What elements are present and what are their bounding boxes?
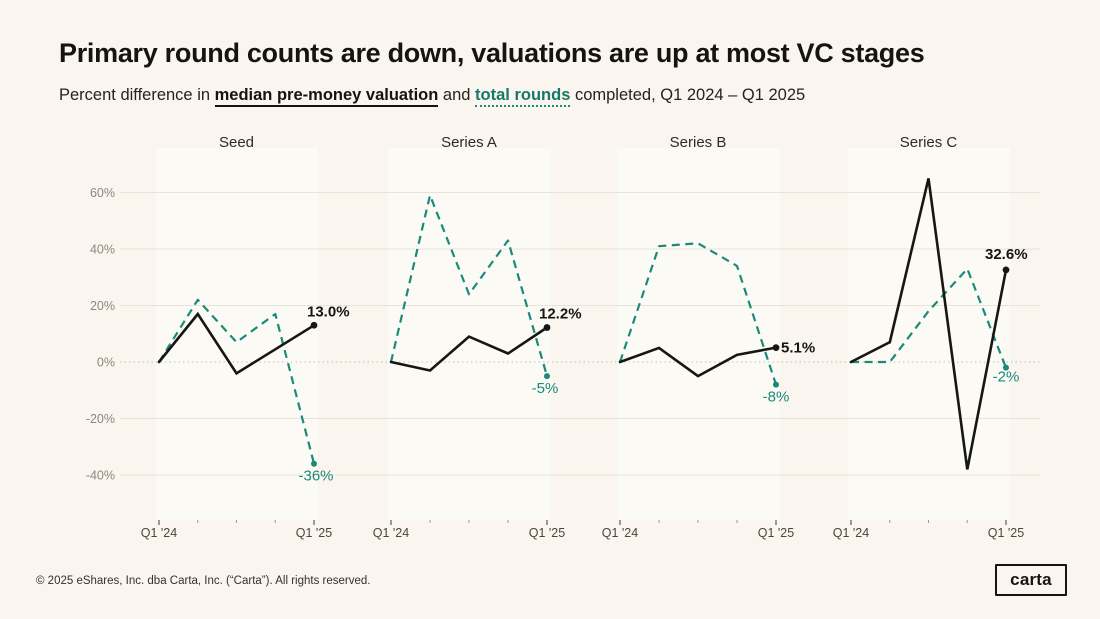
subtitle-text-3: completed, Q1 2024 – Q1 2025 (570, 86, 806, 104)
rounds-line (389, 194, 549, 377)
y-axis-tick-label: 0% (97, 356, 115, 370)
carta-logo: carta (995, 564, 1067, 596)
copyright-note: © 2025 eShares, Inc. dba Carta, Inc. (“C… (36, 575, 371, 587)
valuation-line (389, 326, 549, 372)
panel-title-series-b: Series B (670, 134, 727, 151)
valuation-end-dot (1002, 266, 1010, 274)
x-axis-label-q1-25: Q1 '25 (296, 526, 332, 540)
y-axis-tick-label: 60% (90, 186, 115, 200)
y-axis-tick-label: -20% (86, 412, 115, 426)
valuation-value-label: 13.0% (307, 303, 350, 320)
x-axis-label-q1-24: Q1 '24 (602, 526, 638, 540)
valuation-end-dot (772, 344, 780, 351)
x-axis-label-q1-25: Q1 '25 (529, 526, 565, 540)
subtitle-text-1: Percent difference in (59, 86, 215, 104)
panel-background-2 (388, 148, 551, 520)
rounds-end-dot (1003, 364, 1009, 371)
valuation-end-dot (543, 324, 551, 331)
page-subtitle: Percent difference in median pre-money v… (59, 86, 806, 107)
valuation-value-label: 5.1% (781, 340, 815, 357)
carta-logo-text: carta (1010, 569, 1052, 589)
rounds-line (851, 267, 1008, 369)
x-axis-label-q1-25: Q1 '25 (758, 526, 794, 540)
subtitle-rounds-term: total rounds (475, 86, 571, 107)
x-axis-label-q1-24: Q1 '24 (373, 526, 409, 540)
rounds-line (158, 298, 316, 464)
rounds-end-dot (311, 460, 317, 467)
valuation-line (157, 311, 316, 376)
y-axis-tick-label: -40% (86, 469, 115, 483)
y-axis-tick-label: 40% (90, 243, 115, 257)
valuation-line (849, 178, 1008, 470)
panel-title-series-c: Series C (900, 134, 958, 151)
x-axis-label-q1-24: Q1 '24 (141, 526, 177, 540)
rounds-value-label: -36% (298, 468, 333, 485)
rounds-value-label: -5% (532, 380, 559, 397)
panel-background-3 (617, 148, 780, 520)
rounds-end-dot (544, 373, 550, 380)
subtitle-valuation-term: median pre-money valuation (214, 86, 439, 107)
x-axis-label-q1-24: Q1 '24 (833, 526, 869, 540)
y-axis-tick-label: 20% (90, 299, 115, 313)
panel-title-seed: Seed (219, 134, 254, 151)
rounds-line (618, 242, 778, 385)
rounds-value-label: -8% (763, 389, 790, 406)
rounds-end-dot (773, 381, 779, 388)
valuation-value-label: 32.6% (985, 246, 1028, 263)
valuation-value-label: 12.2% (539, 306, 582, 323)
panel-title-series-a: Series A (441, 134, 497, 151)
valuation-end-dot (310, 321, 318, 329)
rounds-value-label: -2% (993, 369, 1020, 386)
chart-canvas: 60% 40% 20% 0% -20% -40% Seed Q1 '24 Q1 '25 13.0%… (86, 134, 1040, 540)
valuation-line (618, 346, 778, 378)
subtitle-text-2: and (438, 86, 476, 104)
panel-background-4 (848, 148, 1010, 520)
page-title: Primary round counts are down, valuation… (59, 38, 925, 68)
x-axis-label-q1-25: Q1 '25 (988, 526, 1024, 540)
